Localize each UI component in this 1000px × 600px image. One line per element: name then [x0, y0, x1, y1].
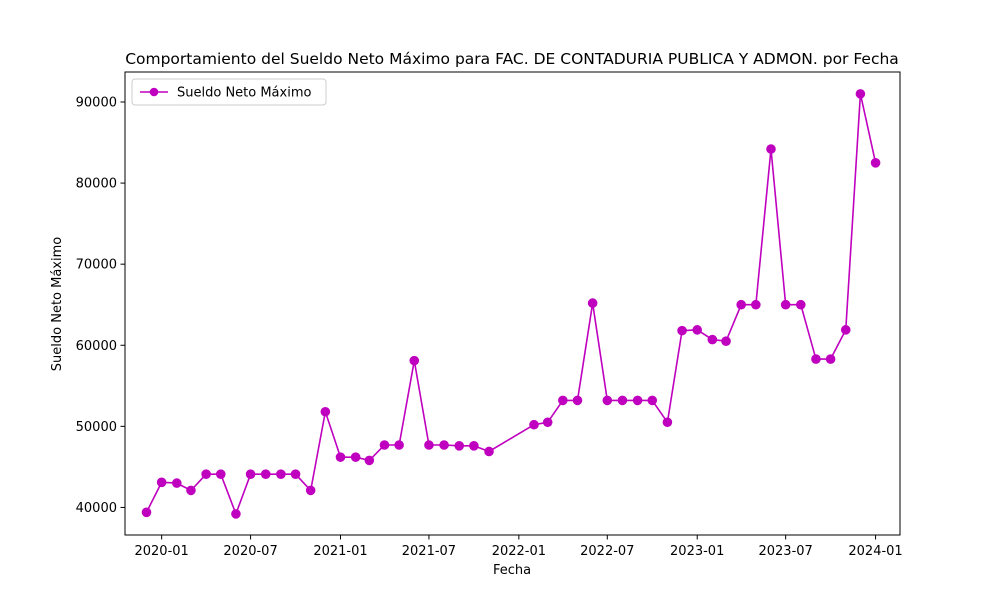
data-point — [171, 478, 182, 488]
data-point — [350, 452, 361, 462]
y-axis-label: Sueldo Neto Máximo — [50, 237, 65, 371]
x-tick-label: 2021-01 — [313, 544, 367, 559]
data-point — [692, 325, 703, 335]
x-axis-label: Fecha — [493, 563, 531, 578]
data-point — [840, 325, 851, 335]
data-point — [484, 446, 494, 457]
data-point — [811, 354, 821, 364]
data-point — [647, 395, 658, 406]
data-point — [542, 417, 553, 428]
data-point — [677, 325, 687, 336]
data-point — [617, 395, 628, 406]
x-tick-label: 2023-01 — [670, 544, 724, 559]
y-tick-label: 70000 — [76, 258, 117, 273]
data-point — [439, 440, 449, 450]
data-point — [454, 441, 465, 451]
data-point — [156, 477, 167, 488]
legend-marker-swatch — [149, 87, 159, 97]
data-point — [587, 298, 598, 308]
data-point — [290, 469, 301, 479]
x-tick-label: 2020-01 — [134, 544, 188, 559]
data-point — [707, 334, 718, 345]
data-point — [736, 299, 746, 310]
chart-title: Comportamiento del Sueldo Neto Máximo pa… — [125, 50, 899, 68]
data-point — [320, 406, 331, 417]
data-point — [215, 469, 226, 479]
data-point — [855, 89, 866, 99]
axes-frame — [124, 71, 901, 536]
x-tick-label: 2021-07 — [402, 544, 456, 559]
data-point — [529, 419, 539, 430]
x-tick-label: 2023-07 — [758, 544, 812, 559]
data-point — [796, 299, 806, 310]
data-point — [394, 440, 404, 450]
x-tick-label: 2024-01 — [848, 544, 902, 559]
data-point — [632, 395, 643, 406]
data-point — [469, 441, 479, 451]
data-point — [276, 469, 286, 479]
data-point — [558, 395, 568, 406]
data-point — [751, 299, 761, 310]
data-point — [602, 395, 613, 406]
data-point — [721, 336, 731, 347]
x-tick-label: 2022-01 — [492, 544, 546, 559]
data-point — [260, 469, 271, 479]
y-tick-label: 90000 — [76, 96, 117, 111]
data-point — [141, 507, 152, 518]
data-point — [335, 452, 346, 462]
y-tick-label: 80000 — [76, 177, 117, 192]
y-tick-label: 40000 — [76, 501, 117, 516]
plot-area: 2020-01 2020-07 2021-01 2021-07 2022-01 2022-… — [76, 71, 903, 559]
data-point — [780, 299, 791, 310]
data-point — [186, 485, 196, 496]
legend: Sueldo Neto Máximo — [131, 78, 327, 106]
data-point — [424, 440, 434, 450]
y-tick-label: 60000 — [76, 339, 117, 354]
data-point — [825, 354, 836, 364]
legend-label: Sueldo Neto Máximo — [177, 86, 311, 101]
data-point — [572, 395, 583, 406]
data-point — [766, 144, 776, 154]
x-tick-label: 2022-07 — [580, 544, 634, 559]
data-point — [409, 355, 420, 366]
x-tick-label: 2020-07 — [223, 544, 277, 559]
data-point — [870, 158, 881, 168]
data-point — [662, 417, 673, 428]
data-point — [305, 485, 316, 496]
data-point — [364, 455, 375, 466]
data-point — [201, 469, 211, 479]
data-point — [379, 440, 390, 450]
data-point — [231, 509, 241, 519]
y-tick-label: 50000 — [76, 420, 117, 435]
data-point — [245, 469, 256, 479]
legend-box — [131, 78, 327, 106]
